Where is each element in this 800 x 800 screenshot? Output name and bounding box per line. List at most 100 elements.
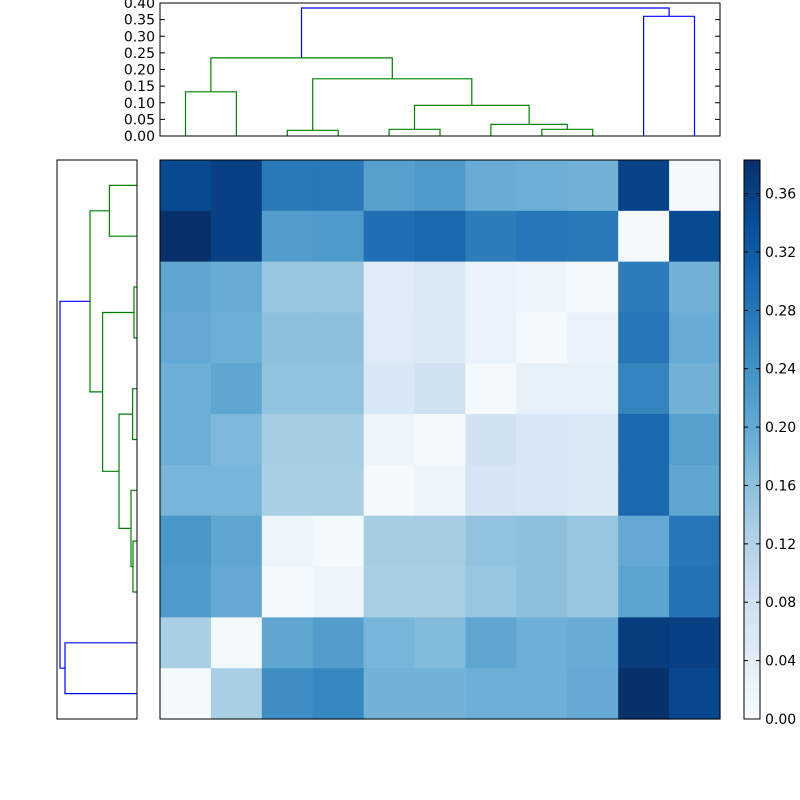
colorbar-tick-label: 0.00 <box>765 712 796 728</box>
heatmap-cell <box>567 515 619 568</box>
heatmap-cell <box>363 210 416 263</box>
heatmap-cell <box>618 363 670 415</box>
heatmap-cell <box>261 566 314 618</box>
heatmap-cell <box>261 668 314 720</box>
heatmap-cell <box>465 464 517 517</box>
heatmap-cell <box>567 617 619 669</box>
heatmap-cell <box>516 414 568 466</box>
left-dendrogram-link <box>89 210 110 393</box>
heatmap-cell <box>312 160 365 212</box>
heatmap-cell <box>312 515 365 568</box>
heatmap-cell <box>465 515 517 568</box>
colorbar-tick-label: 0.32 <box>765 245 796 261</box>
heatmap-cell <box>261 160 314 212</box>
heatmap-cell <box>160 668 212 720</box>
heatmap-cell <box>516 617 568 669</box>
left-dendrogram-frame <box>56 159 138 720</box>
heatmap-cell <box>363 160 416 212</box>
top-dendrogram-links <box>184 7 696 136</box>
left-dendrogram-link <box>64 642 137 695</box>
heatmap-cell <box>160 414 212 466</box>
heatmap-cell <box>669 414 721 466</box>
heatmap-cell <box>669 312 721 364</box>
heatmap-cell <box>618 261 670 314</box>
top-dendrogram-y-tick-label: 0.10 <box>124 96 155 112</box>
colorbar-tick-label: 0.24 <box>765 362 796 378</box>
heatmap-cell <box>618 464 670 517</box>
colorbar-tick-label: 0.16 <box>765 478 796 494</box>
heatmap-cell <box>160 515 212 568</box>
heatmap-cell <box>618 312 670 364</box>
heatmap-cell <box>160 261 212 314</box>
heatmap-cell <box>465 363 517 415</box>
heatmap-cell <box>465 668 517 720</box>
heatmap-cell <box>261 515 314 568</box>
heatmap-cell <box>312 617 365 669</box>
heatmap-cell <box>567 414 619 466</box>
heatmap-cell <box>312 668 365 720</box>
heatmap-cell <box>465 160 517 212</box>
heatmap-cell <box>567 363 619 415</box>
heatmap-cell <box>516 668 568 720</box>
top-dendrogram-link <box>541 128 594 136</box>
heatmap-cell <box>312 464 365 517</box>
heatmap-cell <box>312 414 365 466</box>
heatmap-cell <box>414 668 467 720</box>
colorbar-tick-label: 0.08 <box>765 595 796 611</box>
heatmap-cell <box>363 363 416 415</box>
heatmap-cell <box>363 261 416 314</box>
colorbar-tick-label: 0.36 <box>765 187 796 203</box>
left-dendrogram-link <box>108 184 137 237</box>
heatmap-cell <box>210 160 263 212</box>
top-dendrogram-link <box>300 7 670 58</box>
top-dendrogram-y-tick-label: 0.20 <box>124 63 155 79</box>
heatmap-cell <box>618 515 670 568</box>
heatmap-cell <box>516 566 568 618</box>
heatmap-cell <box>669 160 721 212</box>
top-dendrogram-link <box>490 123 568 136</box>
left-dendrogram-links <box>59 184 137 695</box>
top-dendrogram-frame <box>159 2 721 137</box>
top-dendrogram-y-tick-label: 0.30 <box>124 29 155 45</box>
heatmap-cell <box>261 414 314 466</box>
heatmap-cell <box>669 668 721 720</box>
colorbar-tick-label: 0.12 <box>765 537 796 553</box>
left-dendrogram <box>56 159 138 720</box>
heatmap <box>159 159 721 720</box>
heatmap-cell <box>567 261 619 314</box>
heatmap-cell <box>261 312 314 364</box>
heatmap-cell <box>312 210 365 263</box>
top-dendrogram-link <box>312 78 473 131</box>
heatmap-cell <box>516 363 568 415</box>
heatmap-cell <box>669 617 721 669</box>
heatmap-cell <box>261 617 314 669</box>
colorbar-tick-label: 0.20 <box>765 420 796 436</box>
heatmap-cell <box>465 566 517 618</box>
heatmap-cell <box>160 617 212 669</box>
heatmap-cell <box>210 363 263 415</box>
heatmap-cell <box>261 261 314 314</box>
heatmap-cell <box>465 617 517 669</box>
heatmap-cell <box>465 312 517 364</box>
top-dendrogram-y-axis: 0.000.050.100.150.200.250.300.350.40 <box>124 0 720 145</box>
top-dendrogram-link <box>413 104 530 130</box>
heatmap-cell <box>516 261 568 314</box>
heatmap-cell <box>414 515 467 568</box>
left-dendrogram-link <box>132 388 137 441</box>
heatmap-cell <box>312 363 365 415</box>
heatmap-cell <box>414 312 467 364</box>
heatmap-cell <box>414 261 467 314</box>
heatmap-cell <box>516 210 568 263</box>
heatmap-cell <box>618 210 670 263</box>
heatmap-cell <box>210 617 263 669</box>
heatmap-cell <box>414 210 467 263</box>
top-dendrogram-y-tick-label: 0.35 <box>124 13 155 29</box>
heatmap-cell <box>414 617 467 669</box>
colorbar: 0.00 0.04 0.08 0.12 0.16 0.20 0.24 0.28 0.32 0.36 <box>743 159 796 728</box>
heatmap-cell <box>669 464 721 517</box>
left-dendrogram-link <box>59 300 90 669</box>
top-dendrogram-y-tick-label: 0.15 <box>124 79 155 95</box>
left-dendrogram-link <box>132 540 137 593</box>
heatmap-cell <box>669 210 721 263</box>
